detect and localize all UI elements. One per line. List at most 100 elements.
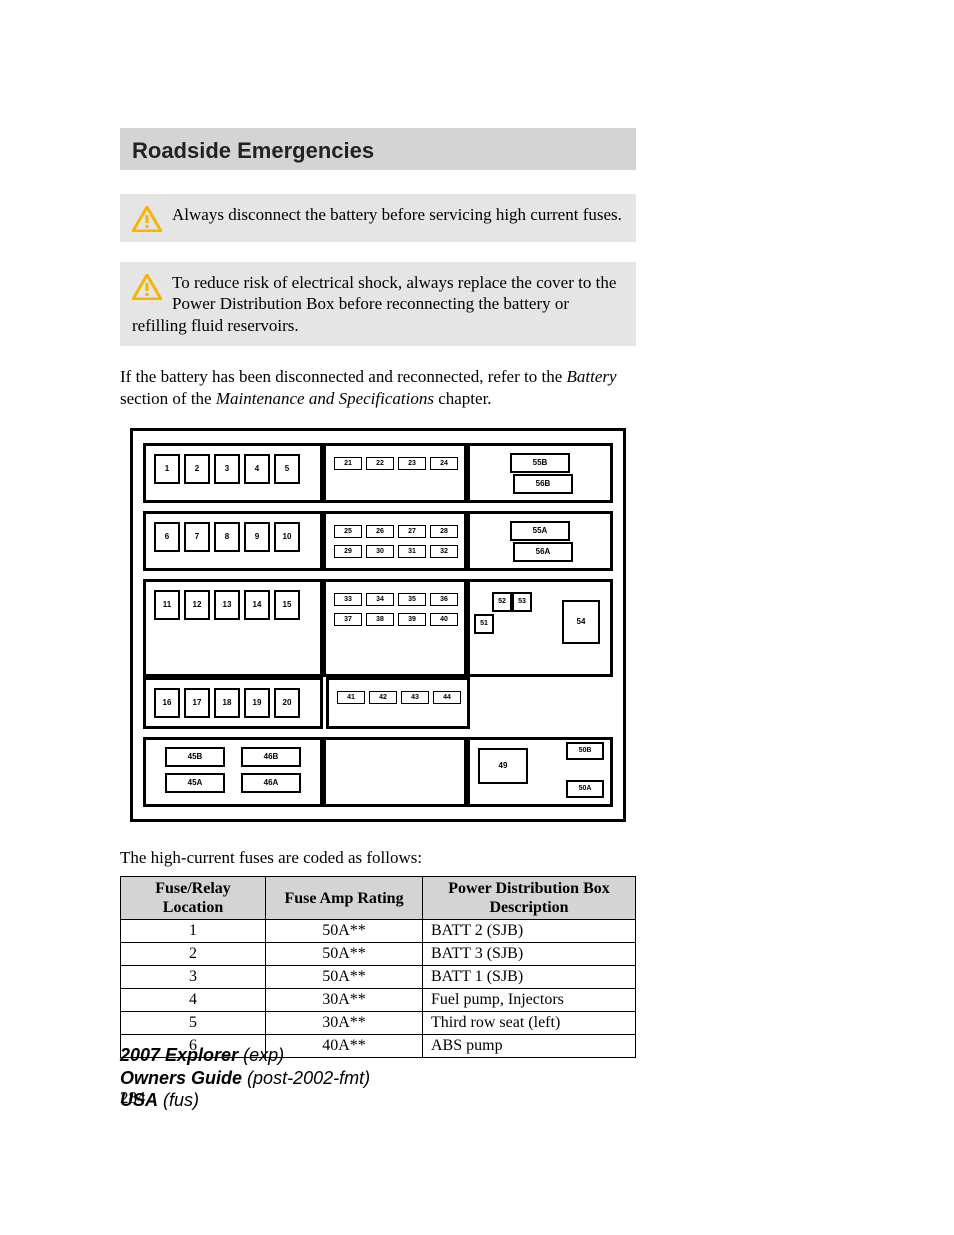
fuse-box: 15 — [274, 590, 300, 620]
fuse-box: 2 — [184, 454, 210, 484]
cell-description: ABS pump — [423, 1035, 636, 1058]
warning-icon — [132, 274, 162, 300]
table-body: 150A**BATT 2 (SJB)250A**BATT 3 (SJB)350A… — [121, 920, 636, 1058]
relay-group-49-50: 49 50B 50A — [467, 737, 613, 807]
relay-box: 45B — [165, 747, 225, 767]
para-text: chapter. — [434, 389, 492, 408]
cell-description: BATT 3 (SJB) — [423, 943, 636, 966]
cell-description: BATT 2 (SJB) — [423, 920, 636, 943]
fuse-box: 33 — [334, 593, 362, 606]
cell-location: 4 — [121, 989, 266, 1012]
fuse-box: 12 — [184, 590, 210, 620]
relay-box: 51 — [474, 614, 494, 634]
relay-group-55-56: 55B 56B — [467, 443, 613, 503]
relay-box: 56A — [513, 542, 573, 562]
fuse-box: 39 — [398, 613, 426, 626]
relay-group-45-46: 45B 46B 45A 46A — [143, 737, 323, 807]
fuse-box: 37 — [334, 613, 362, 626]
cell-rating: 30A** — [266, 1012, 423, 1035]
footer-text: USA — [120, 1090, 158, 1110]
relay-box: 53 — [512, 592, 532, 612]
fuse-box: 9 — [244, 522, 270, 552]
fuse-box: 38 — [366, 613, 394, 626]
fuse-box: 16 — [154, 688, 180, 718]
table-header: Fuse/Relay Location — [121, 876, 266, 919]
fuse-group-16-20: 1617181920 — [143, 677, 323, 729]
fuse-box: 32 — [430, 545, 458, 558]
table-row: 250A**BATT 3 (SJB) — [121, 943, 636, 966]
fuse-group-33-40: 33343536 37383940 — [323, 579, 467, 677]
relay-box: 49 — [478, 748, 528, 784]
fuse-box: 20 — [274, 688, 300, 718]
relay-box: 50B — [566, 742, 604, 760]
fuse-box: 21 — [334, 457, 362, 470]
fuse-box: 4 — [244, 454, 270, 484]
section-header-bar: Roadside Emergencies — [120, 128, 636, 170]
para-ital: Battery — [567, 367, 617, 386]
fuse-box: 44 — [433, 691, 461, 704]
relay-box: 54 — [562, 600, 600, 644]
relay-box: 56B — [513, 474, 573, 494]
footer-text: (post-2002-fmt) — [247, 1068, 370, 1088]
fuse-box: 27 — [398, 525, 426, 538]
fuse-group-11-15: 1112131415 — [143, 579, 323, 677]
fuse-box: 23 — [398, 457, 426, 470]
table-header: Power Distribution Box Description — [423, 876, 636, 919]
cell-rating: 50A** — [266, 920, 423, 943]
warning-box-2: To reduce risk of electrical shock, alwa… — [120, 262, 636, 346]
cell-location: 2 — [121, 943, 266, 966]
fuse-group-41-44: 41424344 — [326, 677, 470, 729]
fuse-box: 29 — [334, 545, 362, 558]
footer-text: (exp) — [243, 1045, 284, 1065]
fuse-box: 36 — [430, 593, 458, 606]
fuse-box: 28 — [430, 525, 458, 538]
fuse-box: 3 — [214, 454, 240, 484]
fuse-box: 10 — [274, 522, 300, 552]
relay-box: 55B — [510, 453, 570, 473]
relay-group-51-54: 52 53 51 54 — [467, 579, 613, 677]
body-paragraph: If the battery has been disconnected and… — [120, 366, 636, 410]
fuse-box: 6 — [154, 522, 180, 552]
fuse-box: 24 — [430, 457, 458, 470]
table-row: 430A**Fuel pump, Injectors — [121, 989, 636, 1012]
relay-box: 52 — [492, 592, 512, 612]
fuse-box: 8 — [214, 522, 240, 552]
cell-rating: 50A** — [266, 966, 423, 989]
warning-text-2: To reduce risk of electrical shock, alwa… — [132, 273, 616, 335]
footer-text: Owners Guide — [120, 1068, 242, 1088]
warning-text-1: Always disconnect the battery before ser… — [172, 205, 622, 224]
content-column: Roadside Emergencies Always disconnect t… — [120, 128, 636, 1108]
footer-text: (fus) — [163, 1090, 199, 1110]
fuse-group-1-5: 12345 — [143, 443, 323, 503]
fuse-box: 22 — [366, 457, 394, 470]
relay-group-55a-56a: 55A 56A — [467, 511, 613, 571]
warning-icon — [132, 206, 162, 232]
cell-description: Third row seat (left) — [423, 1012, 636, 1035]
fuse-box: 18 — [214, 688, 240, 718]
fuse-box: 1 — [154, 454, 180, 484]
footer-text: 2007 Explorer — [120, 1045, 238, 1065]
fuse-box: 26 — [366, 525, 394, 538]
cell-rating: 30A** — [266, 989, 423, 1012]
fuse-box: 5 — [274, 454, 300, 484]
spacer — [473, 677, 613, 729]
table-row: 150A**BATT 2 (SJB) — [121, 920, 636, 943]
footer: 2007 Explorer (exp) Owners Guide (post-2… — [120, 1044, 370, 1112]
cell-location: 3 — [121, 966, 266, 989]
para-text: If the battery has been disconnected and… — [120, 367, 567, 386]
table-header: Fuse Amp Rating — [266, 876, 423, 919]
relay-box: 46B — [241, 747, 301, 767]
fuse-group-21-32: 21 22 23 24 — [323, 443, 467, 503]
fuse-box: 41 — [337, 691, 365, 704]
fuse-table: Fuse/Relay Location Fuse Amp Rating Powe… — [120, 876, 636, 1058]
relay-box: 55A — [510, 521, 570, 541]
table-row: 530A**Third row seat (left) — [121, 1012, 636, 1035]
fuse-box: 7 — [184, 522, 210, 552]
cell-rating: 50A** — [266, 943, 423, 966]
section-title: Roadside Emergencies — [132, 138, 624, 164]
fuse-group-6-10: 678910 — [143, 511, 323, 571]
fuse-box: 19 — [244, 688, 270, 718]
fuse-box: 14 — [244, 590, 270, 620]
warning-box-1: Always disconnect the battery before ser… — [120, 194, 636, 242]
relay-box: 50A — [566, 780, 604, 798]
